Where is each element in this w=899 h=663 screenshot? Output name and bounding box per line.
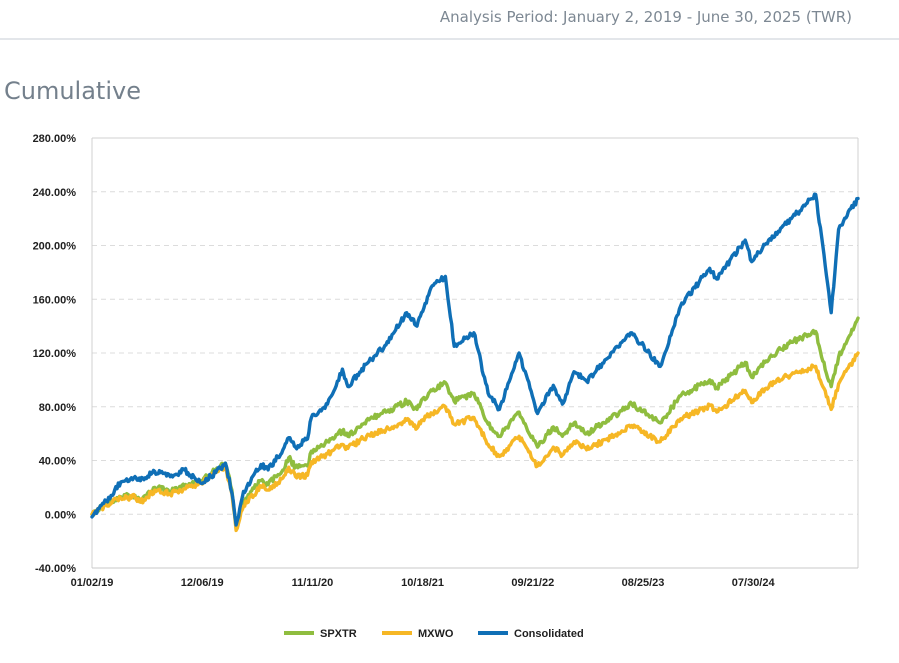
y-tick-label: 0.00% — [45, 509, 76, 521]
x-tick-label: 10/18/21 — [401, 577, 444, 589]
x-tick-label: 01/02/19 — [71, 577, 114, 589]
y-tick-label: -40.00% — [35, 563, 76, 575]
series-lines — [90, 192, 860, 533]
analysis-period-text: Analysis Period: January 2, 2019 - June … — [439, 8, 852, 26]
grid-lines — [92, 191, 858, 515]
x-tick-label: 09/21/22 — [511, 577, 554, 589]
y-tick-label: 40.00% — [39, 456, 77, 468]
legend-label-spxtr: SPXTR — [320, 628, 357, 640]
section-title: Cumulative — [4, 77, 141, 105]
y-tick-label: 240.00% — [33, 187, 77, 199]
x-tick-label: 08/25/23 — [622, 577, 665, 589]
y-tick-label: 120.00% — [33, 348, 77, 360]
series-line-mxwo — [90, 351, 860, 533]
axes: 280.00% 240.00% 200.00% 160.00% 120.00% 80.00… — [33, 133, 859, 589]
legend-label-mxwo: MXWO — [418, 628, 454, 640]
x-tick-label: 07/30/24 — [732, 577, 776, 589]
legend-label-consolidated: Consolidated — [514, 628, 584, 640]
analysis-period-header: Analysis Period: January 2, 2019 - June … — [0, 0, 899, 40]
series-line-consolidated — [90, 192, 860, 527]
x-tick-label: 12/06/19 — [181, 577, 224, 589]
x-tick-label: 11/11/20 — [292, 577, 334, 589]
y-tick-label: 160.00% — [33, 294, 77, 306]
y-tick-label: 80.00% — [39, 402, 77, 414]
y-tick-label: 280.00% — [33, 133, 77, 145]
y-tick-label: 200.00% — [33, 241, 77, 253]
legend: SPXTR MXWO Consolidated — [284, 628, 584, 640]
